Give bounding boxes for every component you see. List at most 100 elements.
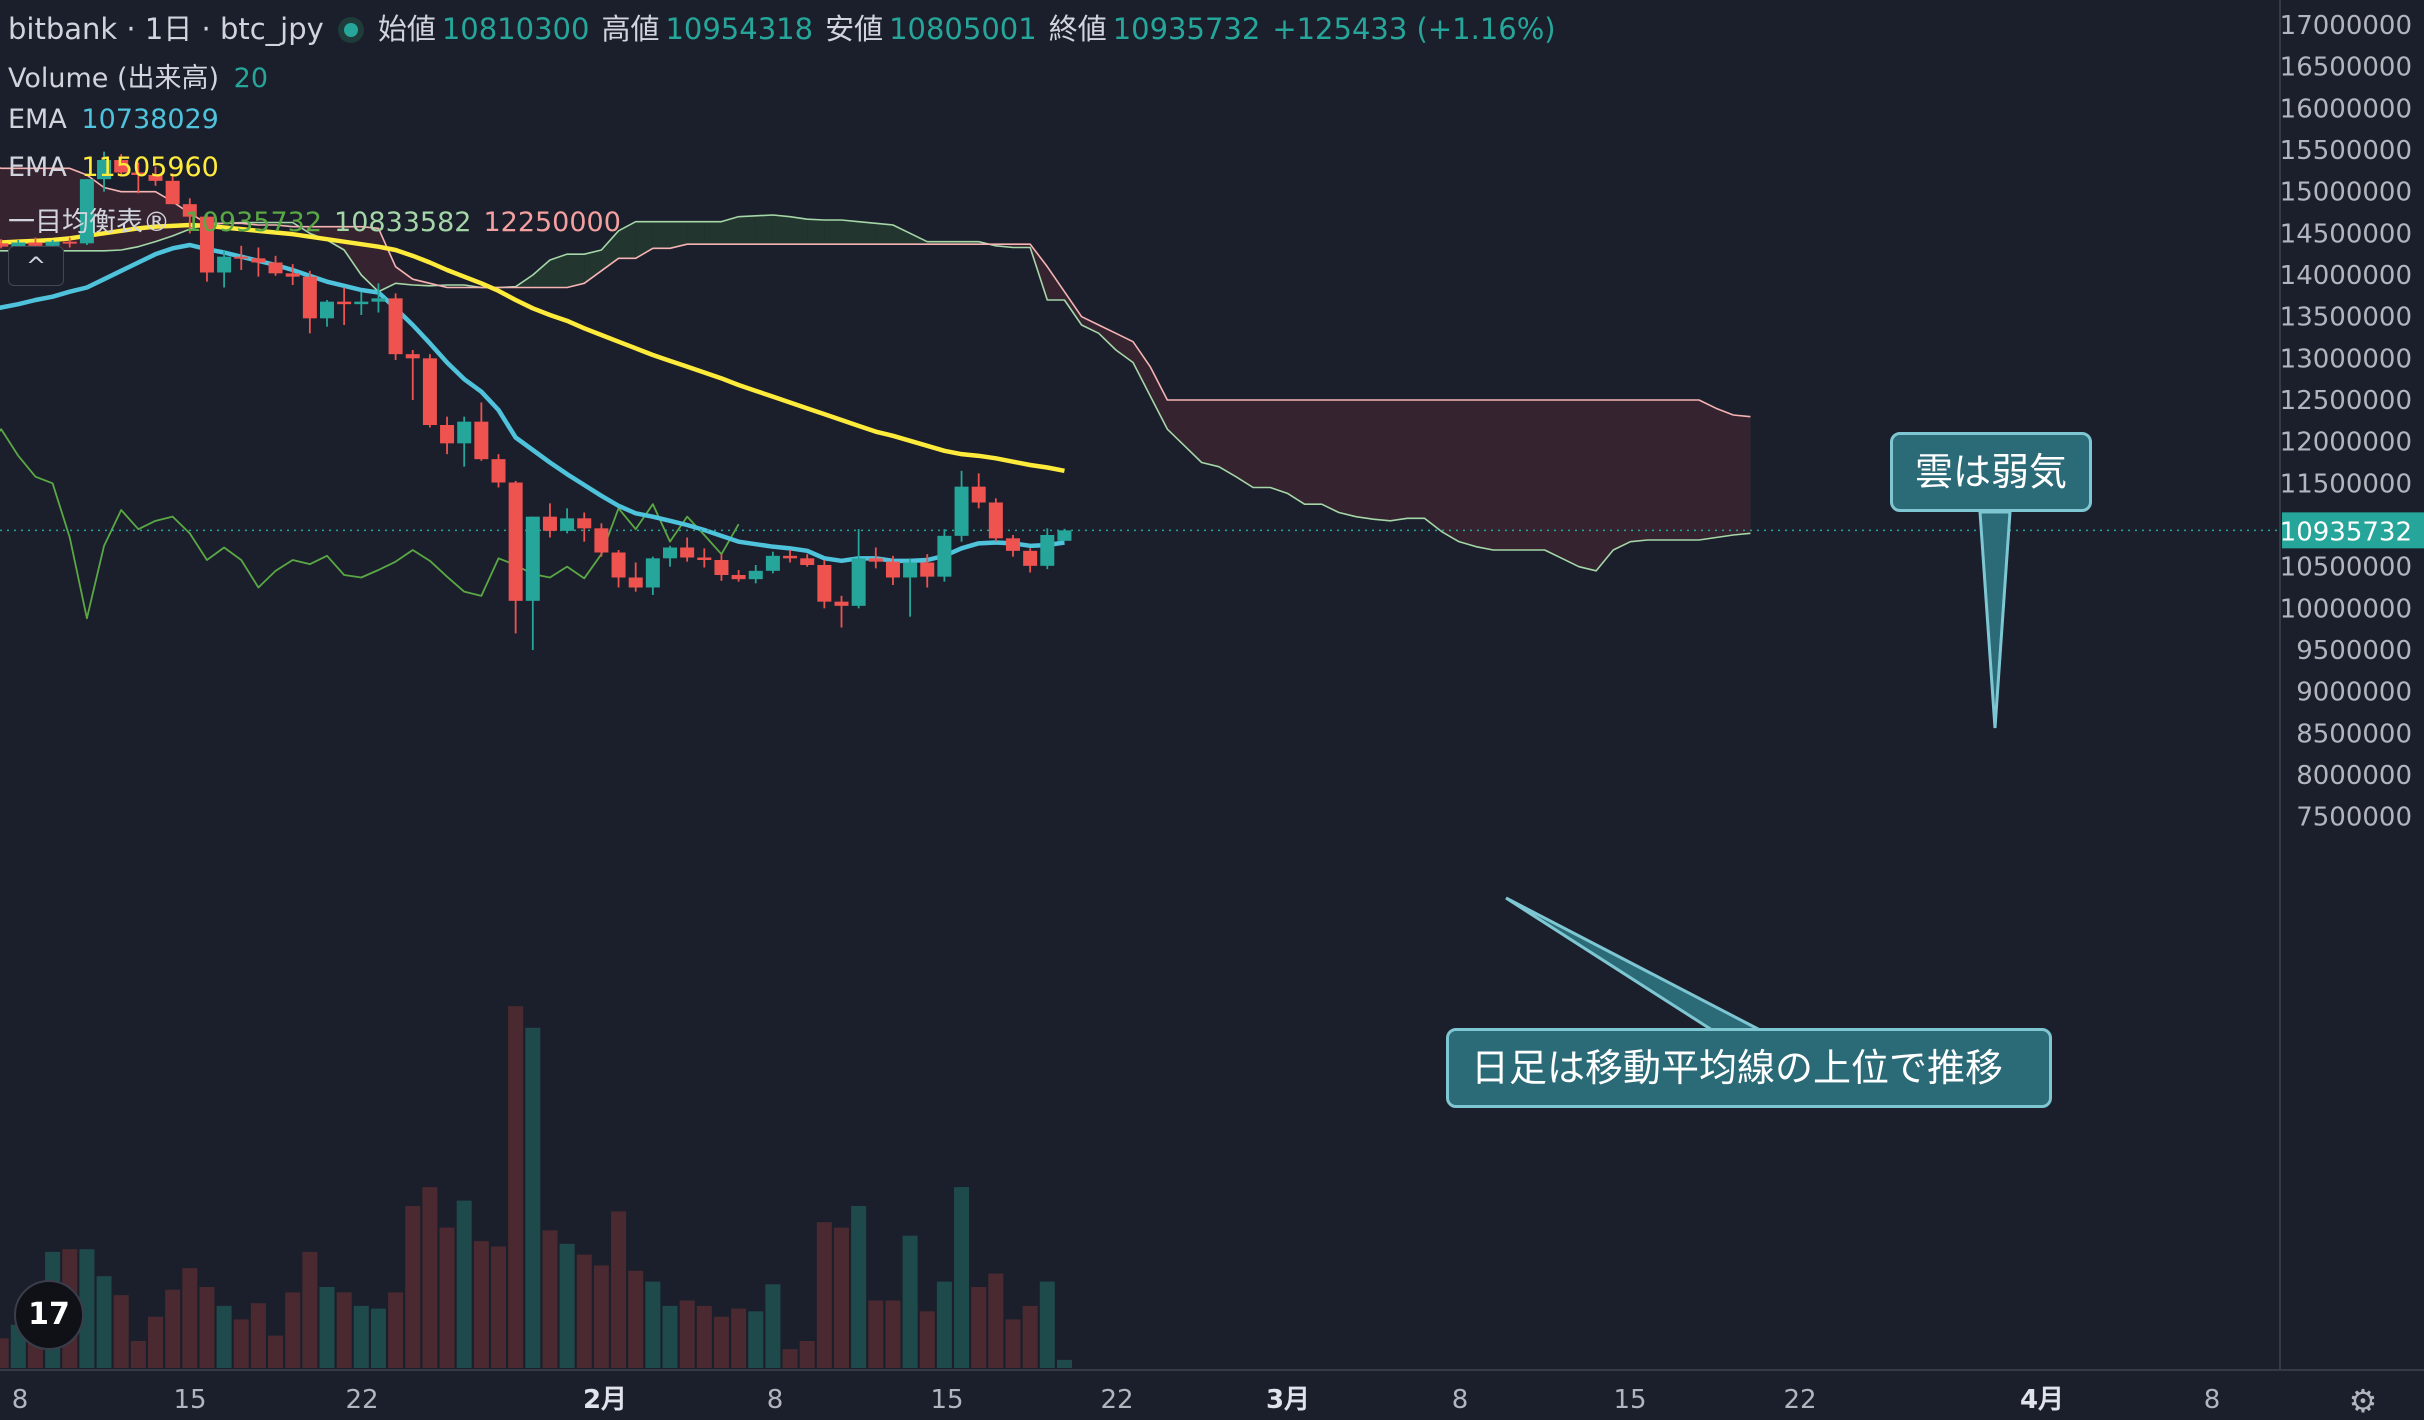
volume-bar: [148, 1316, 163, 1368]
cloud-segment: [635, 221, 653, 259]
volume-bar: [96, 1276, 112, 1368]
candle-body: [405, 354, 420, 359]
volume-bar: [971, 1287, 987, 1368]
candle-body: [560, 518, 575, 531]
volume-bar: [130, 1341, 146, 1368]
volume-bar: [713, 1316, 729, 1368]
cloud-segment: [1527, 400, 1545, 550]
price-tick-label: 8500000: [2296, 719, 2412, 749]
ema-fast-legend[interactable]: EMA 10738029: [8, 104, 231, 135]
ema-slow-value: 11505960: [81, 152, 219, 183]
candle: [165, 173, 180, 205]
candle-body: [817, 565, 832, 602]
volume-bar: [79, 1249, 95, 1368]
volume-bar: [491, 1246, 506, 1368]
candles: [0, 151, 1072, 650]
candle-body: [988, 502, 1003, 539]
volume-bar: [799, 1341, 815, 1368]
candle: [577, 512, 592, 542]
cloud-segment: [35, 168, 53, 251]
cloud-segment: [52, 168, 70, 251]
time-axis[interactable]: 8 15 22 2月 8 15 22 3月 8 15 22 4月 8: [0, 1369, 2424, 1415]
open-label: 始値: [377, 12, 436, 46]
volume-legend[interactable]: Volume (出来高) 20: [8, 56, 280, 95]
ichimoku-value-1: 10935732: [184, 207, 323, 238]
high-label: 高値: [601, 12, 660, 46]
candle-body: [234, 256, 249, 259]
ichimoku-value-2: 10833582: [334, 207, 472, 238]
candle: [988, 498, 1003, 542]
volume-bar: [1056, 1359, 1072, 1368]
price-axis[interactable]: 7500000 8000000 8500000 9000000 9500000 10000…: [2279, 0, 2424, 1370]
ema-slow-label: EMA: [8, 152, 67, 183]
candle-body: [903, 562, 918, 578]
candle-body: [79, 179, 94, 244]
time-tick-label: 8: [2204, 1385, 2221, 1415]
last-price-tag: [2282, 512, 2424, 549]
chikou-span-line: [0, 428, 740, 620]
price-tick-label: 10500000: [2280, 553, 2412, 583]
volume-bar: [765, 1284, 781, 1368]
candle-body: [45, 241, 60, 246]
candle: [217, 250, 232, 288]
volume-bar: [834, 1227, 849, 1368]
cloud-segment: [584, 250, 602, 284]
ichimoku-legend[interactable]: 一目均衡表® 10935732 10833582 12250000: [8, 200, 633, 239]
cloud-segment: [378, 228, 396, 292]
cloud-segment: [0, 167, 2, 251]
cloud-segment: [1681, 400, 1699, 540]
candle-body: [199, 216, 214, 273]
candle: [680, 537, 695, 562]
candle-body: [114, 160, 129, 173]
tradingview-logo[interactable]: 17: [14, 1280, 84, 1350]
candle: [285, 264, 300, 285]
cloud-segment: [1493, 400, 1511, 550]
candle-body: [508, 482, 523, 601]
collapse-legend-button[interactable]: ^: [8, 246, 64, 286]
time-tick-label: 8: [12, 1385, 29, 1415]
volume-bar: [851, 1206, 867, 1368]
price-tick-label: 15000000: [2280, 178, 2412, 208]
cloud-segment: [704, 221, 722, 245]
chevron-up-icon: ^: [25, 252, 47, 280]
price-tick-label: 17000000: [2280, 11, 2412, 41]
volume-bar: [782, 1349, 798, 1368]
volume-bar: [628, 1270, 644, 1368]
candle-body: [937, 535, 952, 577]
symbol-title[interactable]: bitbank · 1日 · btc_jpy: [8, 12, 324, 46]
candle: [645, 556, 660, 595]
candle: [868, 547, 883, 569]
candle: [0, 239, 9, 249]
candle-body: [783, 555, 798, 559]
candle-body: [182, 204, 197, 217]
cloud-segment: [1253, 400, 1271, 488]
cloud-segment: [1338, 400, 1356, 517]
candle: [851, 529, 866, 609]
volume-bar: [336, 1292, 352, 1368]
cloud-segment: [772, 215, 791, 245]
volume-bar: [1005, 1319, 1021, 1368]
market-status-icon: [343, 23, 358, 37]
candle: [97, 151, 112, 192]
cloud-segment: [1613, 400, 1631, 550]
candle: [817, 560, 832, 609]
price-tick-label: 7500000: [2296, 803, 2412, 833]
cloud-segment: [1270, 400, 1288, 494]
cloud-segment: [344, 226, 362, 275]
symbol-legend: bitbank · 1日 · btc_jpy 始値 10810300 高値 109543…: [8, 6, 1568, 48]
candle-body: [165, 180, 180, 205]
volume-bar: [216, 1305, 232, 1368]
volume-bar: [696, 1305, 712, 1368]
candle-body: [885, 561, 900, 578]
volume-bar: [285, 1292, 301, 1368]
ichimoku-label: 一目均衡表®: [8, 207, 170, 238]
gear-icon[interactable]: ⚙: [2346, 1384, 2380, 1418]
ema-slow-legend[interactable]: EMA 11505960: [8, 152, 231, 183]
candle-body: [457, 421, 472, 444]
candle: [971, 473, 986, 509]
cloud-segment: [618, 221, 636, 259]
candle: [1057, 528, 1072, 542]
volume-bar: [422, 1187, 438, 1368]
cloud-segment: [1081, 316, 1099, 334]
